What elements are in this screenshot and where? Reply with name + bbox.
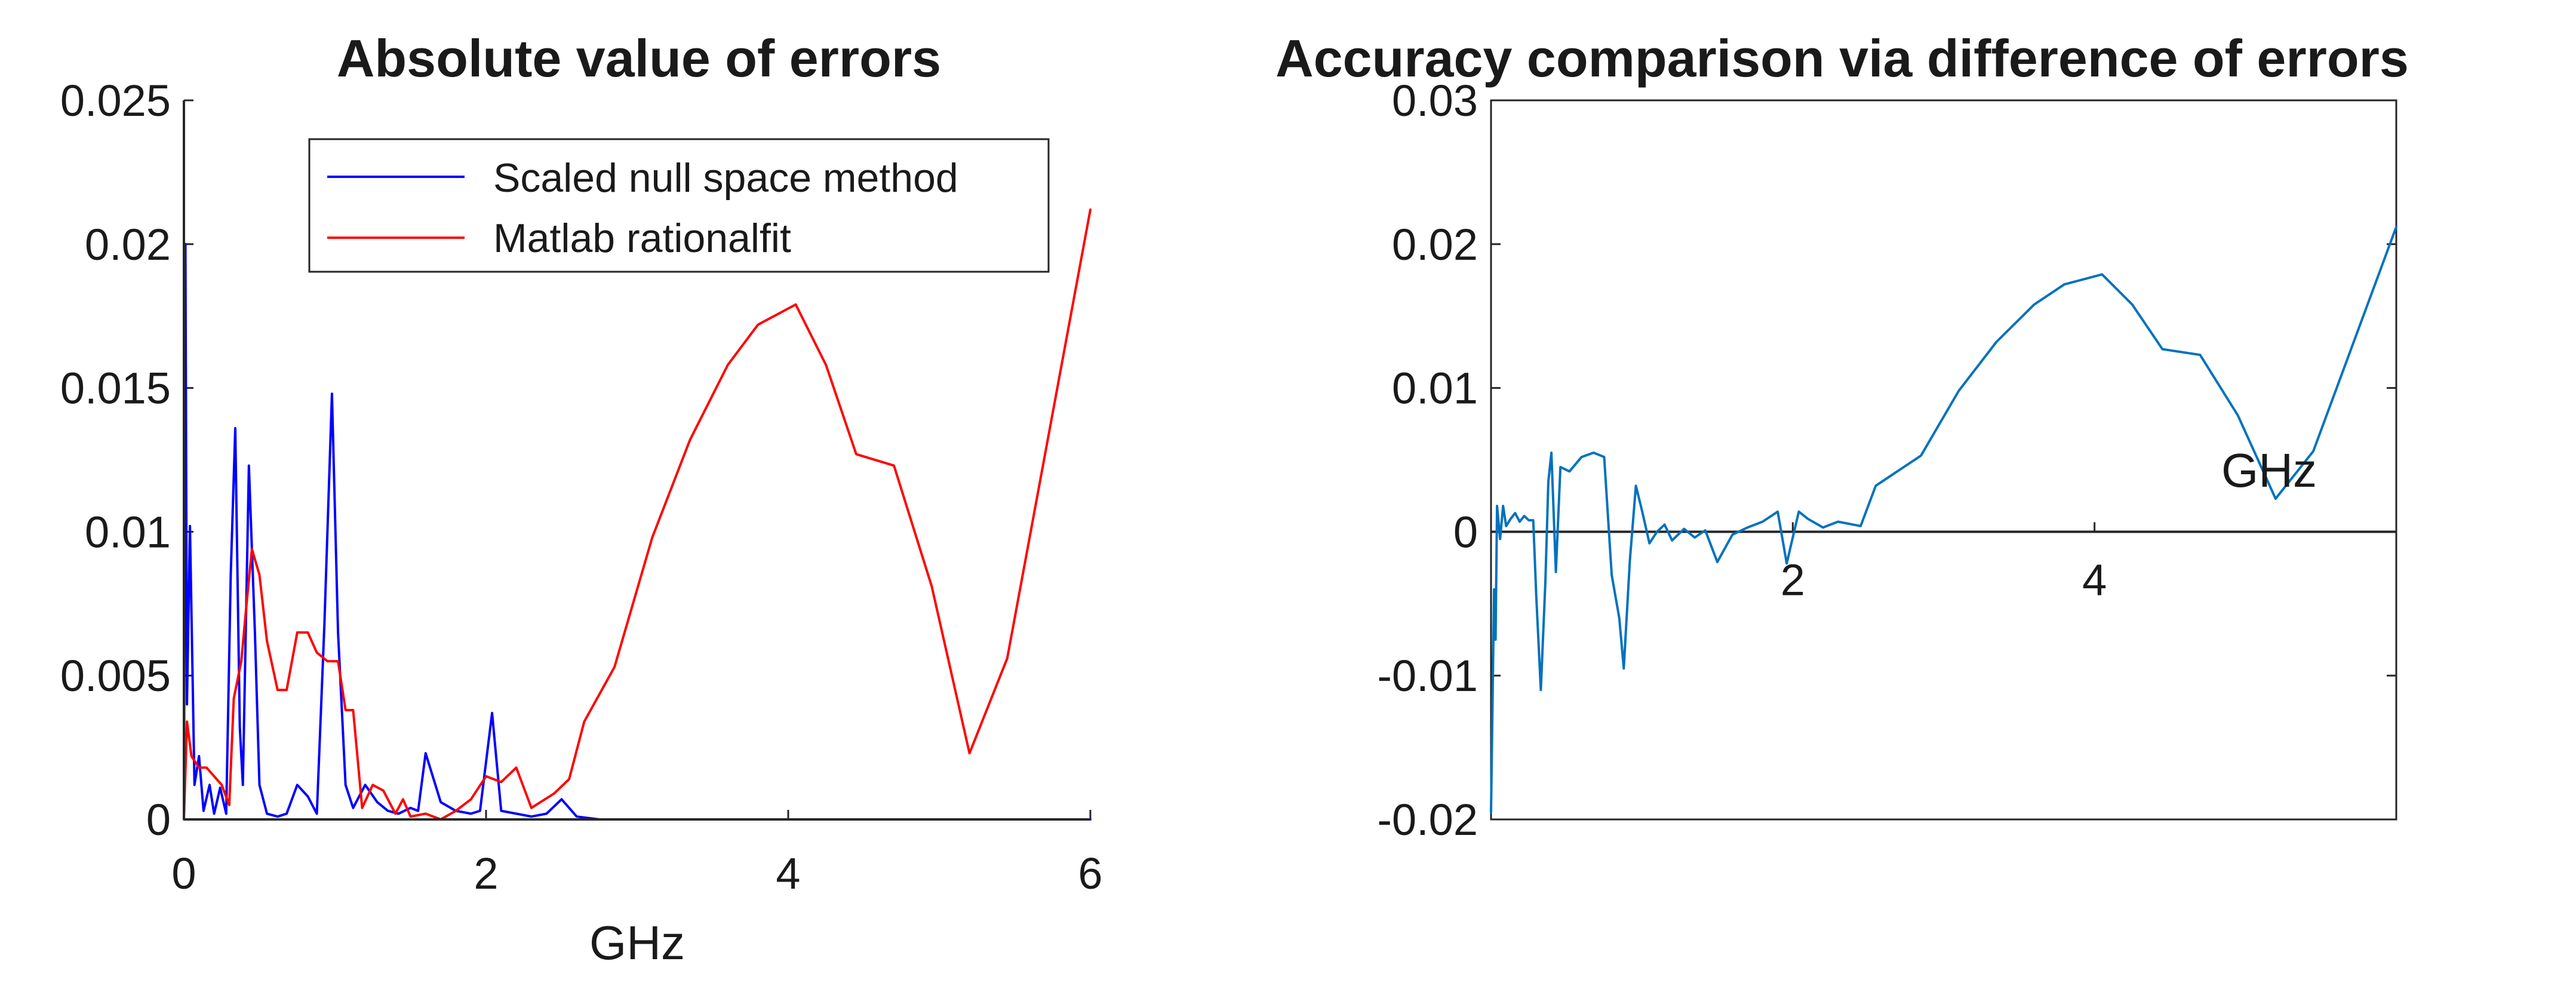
y-tick-label: 0 (146, 795, 171, 845)
x-tick-label: 0 (171, 849, 196, 898)
legend-label-matlab-rationalfit: Matlab rationalfit (493, 216, 791, 261)
y-tick-label: 0 (1453, 507, 1478, 557)
x-tick-label: 4 (776, 849, 800, 898)
y-tick-label: 0.015 (60, 364, 171, 413)
series-line-0 (1490, 225, 2397, 813)
legend-box (308, 138, 1050, 273)
y-tick-label: -0.01 (1377, 651, 1478, 701)
series-layer (183, 208, 1092, 821)
series-layer (1490, 225, 2397, 813)
y-tick-label: 0.01 (1392, 364, 1478, 413)
y-tick-label: 0.02 (85, 220, 171, 269)
x-tick-label: 2 (474, 849, 498, 898)
series-line-1 (183, 208, 1092, 821)
y-tick-label: 0.025 (60, 76, 171, 125)
chart-title: Accuracy comparison via difference of er… (1275, 29, 2409, 88)
chart-absolute-errors: Absolute value of errors 0 0.005 0.01 0.015… (60, 29, 1103, 969)
x-tick-label: 4 (2082, 555, 2107, 604)
chart-difference-of-errors: Accuracy comparison via difference of er… (1275, 29, 2409, 845)
tick-layer: 0 0.005 0.01 0.015 0.02 0.025 0 2 4 6 (60, 76, 1103, 898)
x-axis-label: GHz (589, 916, 685, 969)
x-tick-label: 6 (1078, 849, 1102, 898)
series-line-0 (183, 242, 1092, 821)
legend-label-scaled-null-space: Scaled null space method (493, 155, 958, 201)
x-tick-label: 2 (1781, 555, 1805, 604)
y-tick-label: 0.03 (1392, 76, 1478, 125)
tick-layer: -0.02 -0.01 0 0.01 0.02 0.03 2 4 (1377, 76, 2396, 845)
y-tick-label: -0.02 (1377, 795, 1478, 845)
y-tick-label: 0.02 (1392, 220, 1478, 269)
chart-title: Absolute value of errors (337, 29, 941, 88)
y-tick-label: 0.005 (60, 651, 171, 701)
y-tick-label: 0.01 (85, 507, 171, 557)
legend: Scaled null space method Matlab rational… (308, 138, 1050, 273)
plot-frame (1490, 99, 2397, 821)
x-axis-label: GHz (2221, 444, 2317, 497)
